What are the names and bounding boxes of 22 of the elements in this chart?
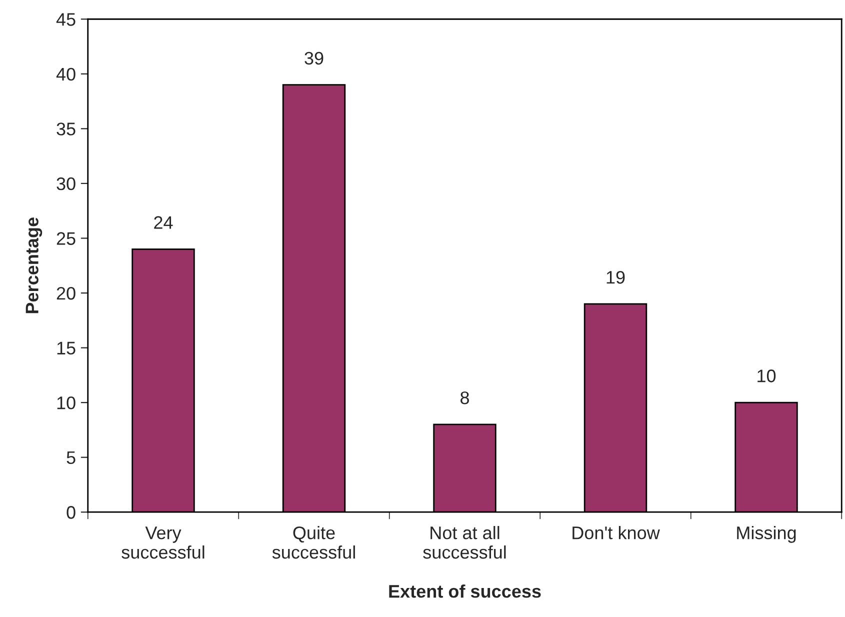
y-tick-label: 40 [56, 68, 76, 81]
x-tick-label: Missing [737, 526, 796, 543]
y-axis-title: Percentage [26, 218, 42, 314]
y-tick-label: 45 [56, 13, 76, 26]
x-tick-label: Don't know [572, 526, 660, 540]
data-label: 8 [460, 391, 469, 404]
data-label: 24 [154, 216, 173, 229]
y-tick-label: 30 [56, 177, 76, 190]
x-tick-label: Very successful [122, 526, 204, 559]
x-tick-label: Not at all successful [423, 526, 506, 559]
y-tick-label: 20 [56, 286, 76, 300]
y-tick-label: 0 [66, 506, 76, 519]
y-tick-label: 10 [57, 396, 76, 410]
data-label: 19 [606, 270, 625, 284]
y-tick-label: 15 [57, 342, 76, 354]
y-tick-label: 5 [66, 451, 76, 464]
x-tick-label: Quite successful [272, 526, 355, 559]
x-axis-title: Extent of success [389, 584, 541, 598]
data-label: 10 [758, 370, 776, 382]
y-tick-label: 35 [56, 122, 76, 136]
data-label: 39 [304, 52, 324, 65]
y-tick-label: 25 [56, 232, 76, 245]
